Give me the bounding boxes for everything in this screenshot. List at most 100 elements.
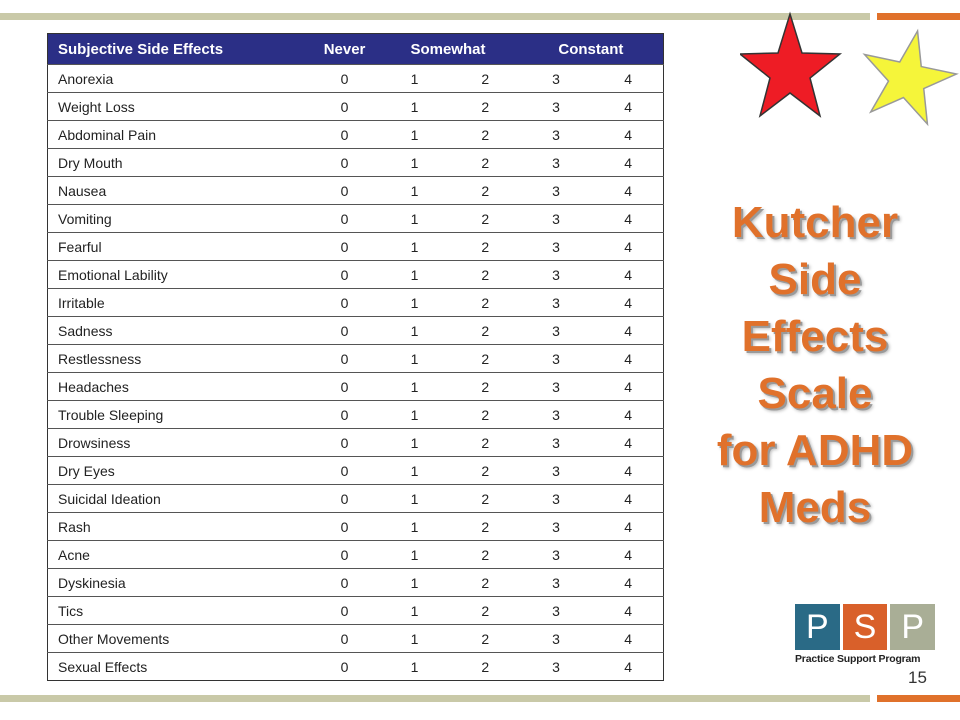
side-effect-label: Tics [47,596,312,625]
rating-cell: 4 [593,400,664,429]
rating-cell: 1 [377,372,452,401]
title-line: Scale [757,369,873,418]
table-row: Dry Mouth 0 1 2 3 4 [47,148,664,177]
table-row: Sadness 0 1 2 3 4 [47,316,664,345]
table-row: Fearful 0 1 2 3 4 [47,232,664,261]
side-effect-label: Fearful [47,232,312,261]
logo-tile-p: P [890,604,936,650]
side-effect-label: Dry Mouth [47,148,312,177]
rating-cell: 0 [311,148,378,177]
rating-cell: 0 [311,568,378,597]
rating-cell: 1 [377,456,452,485]
rating-cell: 4 [593,624,664,653]
side-effect-label: Other Movements [47,624,312,653]
rating-cell: 3 [518,148,594,177]
side-effect-label: Suicidal Ideation [47,484,312,513]
side-effect-label: Nausea [47,176,312,205]
rating-cell: 2 [451,456,519,485]
rating-cell: 4 [593,428,664,457]
rating-cell: 4 [593,568,664,597]
side-effect-label: Rash [47,512,312,541]
rating-cell: 1 [377,92,452,121]
rating-cell: 3 [518,260,594,289]
side-effect-label: Weight Loss [47,92,312,121]
side-effect-label: Abdominal Pain [47,120,312,149]
slide-title: Kutcher Side Effects Scale for ADHD Meds [695,194,935,536]
header-effect: Subjective Side Effects [47,33,312,65]
rating-cell: 3 [518,428,594,457]
rating-cell: 2 [451,64,519,93]
table-row: Other Movements 0 1 2 3 4 [47,624,664,653]
side-effect-label: Irritable [47,288,312,317]
logo-tile-p: P [795,604,840,650]
rating-cell: 2 [451,428,519,457]
title-line: Meds [758,483,872,532]
side-effect-label: Dry Eyes [47,456,312,485]
table-row: Nausea 0 1 2 3 4 [47,176,664,205]
table-row: Irritable 0 1 2 3 4 [47,288,664,317]
rating-cell: 0 [311,120,378,149]
rating-cell: 4 [593,372,664,401]
rating-cell: 1 [377,232,452,261]
rating-cell: 3 [518,456,594,485]
rating-cell: 0 [311,204,378,233]
table-row: Anorexia 0 1 2 3 4 [47,64,664,93]
rating-cell: 4 [593,260,664,289]
rating-cell: 3 [518,176,594,205]
rating-cell: 0 [311,428,378,457]
side-effect-label: Anorexia [47,64,312,93]
rating-cell: 3 [518,624,594,653]
rating-cell: 1 [377,540,452,569]
rating-cell: 4 [593,540,664,569]
bottom-divider-bar [0,695,870,702]
rating-cell: 0 [311,316,378,345]
title-line: Side [768,255,862,304]
rating-cell: 3 [518,596,594,625]
rating-cell: 0 [311,652,378,681]
rating-cell: 3 [518,204,594,233]
table-body: Anorexia 0 1 2 3 4 Weight Loss 0 1 2 3 4 Abdominal P… [47,64,664,681]
rating-cell: 0 [311,232,378,261]
rating-cell: 3 [518,652,594,681]
table-row: Vomiting 0 1 2 3 4 [47,204,664,233]
side-effect-label: Emotional Lability [47,260,312,289]
rating-cell: 4 [593,204,664,233]
decorative-stars [740,11,959,127]
rating-cell: 1 [377,568,452,597]
rating-cell: 1 [377,624,452,653]
rating-cell: 1 [377,260,452,289]
top-accent-bar [877,13,960,20]
rating-cell: 1 [377,400,452,429]
table-row: Sexual Effects 0 1 2 3 4 [47,652,664,681]
rating-cell: 2 [451,484,519,513]
yellow-star-icon [862,28,959,127]
table-row: Tics 0 1 2 3 4 [47,596,664,625]
rating-cell: 3 [518,540,594,569]
page-number: 15 [908,668,927,687]
side-effect-label: Dyskinesia [47,568,312,597]
rating-cell: 2 [451,596,519,625]
top-divider-bar [0,13,870,20]
rating-cell: 4 [593,512,664,541]
rating-cell: 2 [451,148,519,177]
rating-cell: 0 [311,484,378,513]
table-row: Abdominal Pain 0 1 2 3 4 [47,120,664,149]
side-effect-label: Vomiting [47,204,312,233]
rating-cell: 3 [518,372,594,401]
rating-cell: 4 [593,344,664,373]
table-row: Headaches 0 1 2 3 4 [47,372,664,401]
rating-cell: 0 [311,64,378,93]
rating-cell: 0 [311,400,378,429]
table-row: Trouble Sleeping 0 1 2 3 4 [47,400,664,429]
rating-cell: 4 [593,148,664,177]
rating-cell: 2 [451,232,519,261]
rating-cell: 1 [377,120,452,149]
rating-cell: 2 [451,288,519,317]
side-effect-label: Restlessness [47,344,312,373]
rating-cell: 1 [377,428,452,457]
rating-cell: 0 [311,512,378,541]
rating-cell: 0 [311,624,378,653]
rating-cell: 3 [518,92,594,121]
rating-cell: 0 [311,540,378,569]
table-row: Dry Eyes 0 1 2 3 4 [47,456,664,485]
